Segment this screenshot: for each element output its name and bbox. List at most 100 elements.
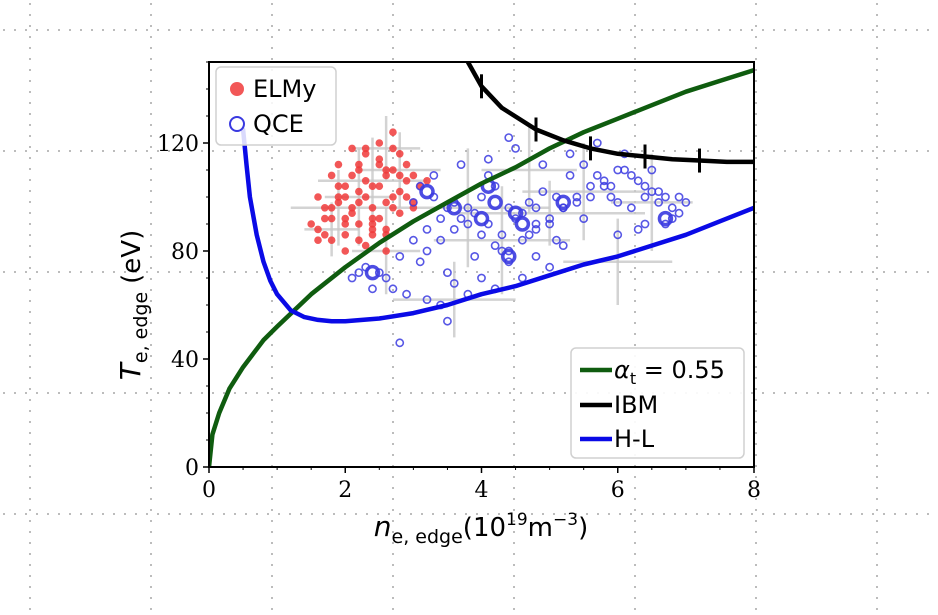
page-dot (575, 513, 577, 515)
page-dot (553, 513, 555, 515)
page-dot (377, 150, 379, 152)
page-dot (150, 454, 152, 456)
page-dot (729, 150, 731, 152)
page-dot (905, 271, 907, 273)
page-dot (146, 271, 148, 273)
qce-point (592, 138, 602, 148)
page-dot (150, 278, 152, 280)
qce-point (490, 241, 500, 250)
page-dot (392, 564, 394, 566)
elmy-point (389, 144, 397, 153)
elmy-point (341, 220, 350, 228)
page-dot (113, 29, 115, 31)
page-dot (876, 179, 878, 181)
x-tick-label: 2 (338, 478, 352, 503)
elmy-point (389, 128, 397, 136)
page-dot (850, 150, 852, 152)
page-dot (29, 91, 31, 93)
elmy-legend-marker (230, 82, 244, 96)
page-dot (916, 29, 918, 31)
elmy-point (361, 150, 370, 158)
elmy-point (395, 187, 404, 196)
page-dot (513, 388, 515, 390)
page-dot (168, 392, 170, 394)
qce-point (511, 143, 520, 153)
page-dot (513, 3, 515, 5)
page-dot (513, 498, 515, 500)
elmy-point (423, 177, 431, 185)
page-dot (876, 432, 878, 434)
page-dot (278, 150, 280, 152)
page-dot (388, 271, 390, 273)
page-dot (634, 520, 636, 522)
page-dot (29, 223, 31, 225)
page-dot (157, 392, 159, 394)
page-dot (564, 513, 566, 515)
page-dot (443, 392, 445, 394)
page-dot (150, 487, 152, 489)
page-dot (150, 201, 152, 203)
qce-point-large (446, 200, 462, 216)
qce-point (633, 176, 643, 186)
page-dot (916, 271, 918, 273)
page-dot (487, 150, 489, 152)
page-dot (392, 597, 394, 599)
page-dot (443, 513, 445, 515)
page-dot (755, 179, 757, 181)
page-dot (29, 58, 31, 60)
page-dot (894, 150, 896, 152)
qce-point-large (364, 264, 381, 281)
page-dot (755, 542, 757, 544)
page-dot (509, 150, 511, 152)
elmy-point (327, 214, 336, 223)
qce-point (470, 251, 480, 261)
page-dot (465, 392, 467, 394)
page-dot (14, 150, 16, 152)
page-dot (513, 432, 515, 434)
elmy-point (341, 182, 350, 190)
scatter-legend-box (215, 66, 337, 146)
page-dot (47, 150, 49, 152)
page-dot (513, 377, 515, 379)
page-dot (634, 553, 636, 555)
page-dot (784, 271, 786, 273)
page-dot (29, 597, 31, 599)
page-dot (513, 366, 515, 368)
page-dot (876, 575, 878, 577)
elmy-point (389, 204, 397, 212)
page-dot (755, 476, 757, 478)
page-dot (755, 608, 757, 610)
page-dot (850, 29, 852, 31)
page-dot (751, 513, 753, 515)
page-dot (685, 513, 687, 515)
page-dot (212, 392, 214, 394)
qce-point (456, 214, 466, 223)
page-dot (399, 29, 401, 31)
page-dot (498, 392, 500, 394)
page-dot (773, 392, 775, 394)
page-dot (553, 29, 555, 31)
page-dot (586, 150, 588, 152)
page-dot (718, 271, 720, 273)
page-dot (876, 454, 878, 456)
hl-line (240, 127, 754, 324)
elmy-point (348, 204, 356, 212)
qce-point (388, 284, 398, 294)
qce-point (347, 273, 357, 283)
page-dot (564, 392, 566, 394)
page-dot (755, 333, 757, 335)
page-dot (696, 271, 698, 273)
page-dot (29, 608, 31, 610)
page-dot (520, 150, 522, 152)
page-dot (755, 311, 757, 313)
page-dot (876, 124, 878, 126)
page-dot (513, 454, 515, 456)
elmy-point (355, 236, 363, 244)
page-dot (150, 465, 152, 467)
page-dot (271, 399, 273, 401)
page-dot (663, 513, 665, 515)
page-dot (634, 69, 636, 71)
qce-point (463, 219, 473, 229)
page-dot (575, 150, 577, 152)
page-dot (619, 513, 621, 515)
